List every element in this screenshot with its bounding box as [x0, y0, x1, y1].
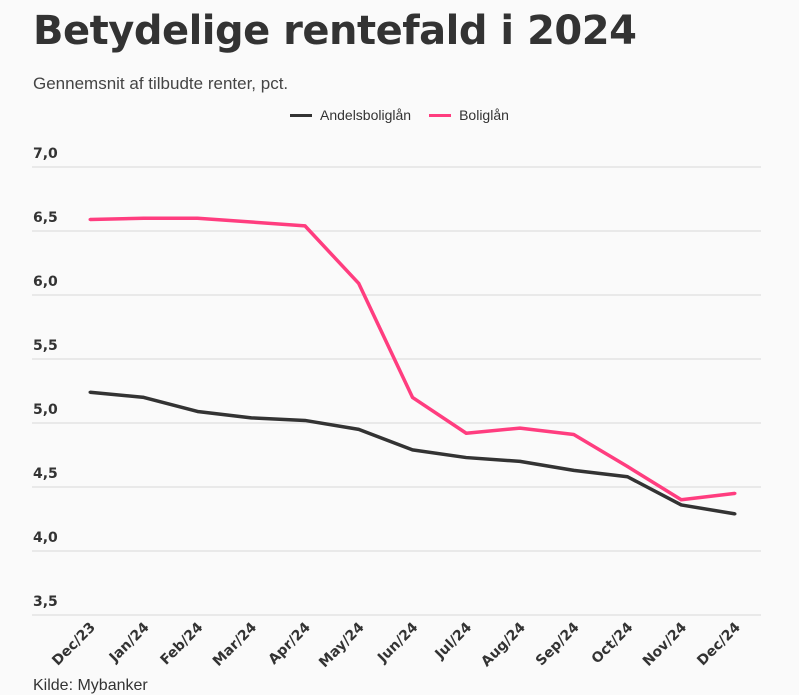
- data-point: [357, 281, 361, 285]
- data-point: [464, 431, 468, 435]
- data-point: [733, 512, 737, 516]
- x-tick-label: Jul/24: [432, 619, 476, 663]
- data-point: [679, 503, 683, 507]
- data-point: [142, 395, 146, 399]
- source-note: Kilde: Mybanker: [33, 677, 148, 694]
- data-point: [464, 456, 468, 460]
- data-point: [249, 220, 253, 224]
- chart-title: Betydelige rentefald i 2024: [33, 8, 637, 54]
- y-tick-label: 6,5: [33, 210, 58, 226]
- y-tick-label: 4,5: [33, 466, 58, 482]
- data-point: [626, 465, 629, 469]
- x-tick-label: Mar/24: [210, 619, 260, 669]
- legend: Andelsboliglån Boliglån: [290, 107, 509, 123]
- data-point: [249, 416, 253, 420]
- chart-subtitle: Gennemsnit af tilbudte renter, pct.: [33, 74, 289, 93]
- data-point: [626, 475, 629, 479]
- data-point: [572, 433, 576, 437]
- y-tick-label: 7,0: [33, 146, 58, 162]
- data-point: [303, 418, 307, 422]
- legend-swatch: [429, 113, 452, 117]
- y-tick-label: 5,5: [33, 338, 58, 354]
- data-point: [679, 498, 683, 502]
- data-point: [518, 459, 522, 463]
- x-tick-label: Dec/24: [694, 619, 744, 669]
- y-tick-label: 4,0: [33, 530, 58, 546]
- x-tick-label: Dec/23: [49, 620, 99, 670]
- x-tick-label: Jan/24: [106, 619, 153, 666]
- data-point: [196, 216, 199, 220]
- data-point: [142, 216, 146, 220]
- data-point: [196, 409, 199, 413]
- legend-label: Boliglån: [459, 107, 509, 123]
- data-point: [518, 426, 522, 430]
- x-tick-label: Sep/24: [533, 619, 583, 669]
- data-point: [411, 395, 414, 399]
- data-point: [357, 427, 361, 431]
- legend-item-boliglan[interactable]: Boliglån: [429, 107, 509, 123]
- x-tick-label: Apr/24: [265, 619, 314, 668]
- x-tick-label: Oct/24: [589, 619, 637, 667]
- legend-item-andelsboliglan[interactable]: Andelsboliglån: [290, 107, 411, 123]
- legend-swatch: [290, 113, 312, 117]
- y-tick-label: 6,0: [33, 274, 58, 290]
- data-point: [303, 224, 307, 228]
- x-tick-label: Feb/24: [157, 619, 206, 668]
- data-point: [88, 217, 92, 221]
- x-tick-label: Aug/24: [478, 619, 529, 670]
- legend-label: Andelsboliglån: [320, 107, 412, 123]
- y-tick-label: 3,5: [33, 594, 58, 610]
- data-point: [733, 491, 737, 495]
- y-tick-label: 5,0: [33, 402, 58, 418]
- x-tick-label: Nov/24: [640, 619, 690, 669]
- data-point: [88, 390, 92, 394]
- data-point: [411, 448, 414, 452]
- x-tick-label: May/24: [316, 619, 368, 671]
- series-line-andelsboliglan: [89, 390, 736, 516]
- data-point: [572, 468, 576, 472]
- x-tick-label: Jun/24: [374, 619, 421, 666]
